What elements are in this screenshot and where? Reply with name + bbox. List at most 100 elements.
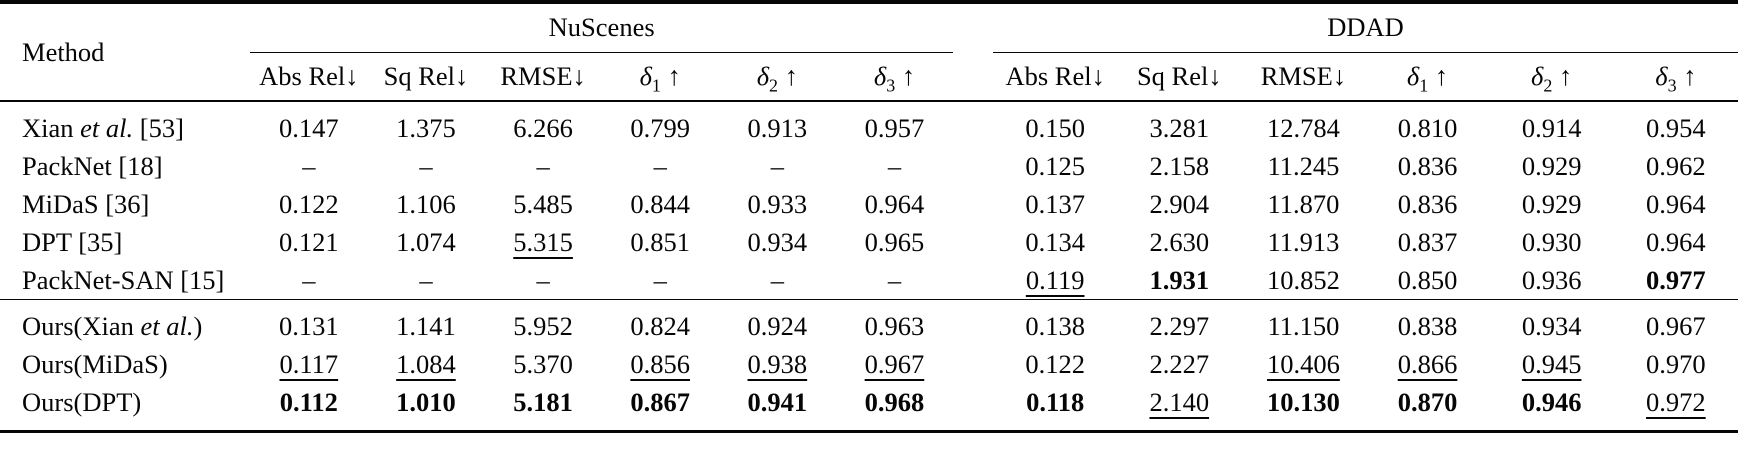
benchmark-results-table: Method NuScenes DDAD Abs Rel↓ Sq Rel↓ RMSE…	[0, 0, 1738, 433]
metric-value: 2.630	[1149, 226, 1210, 257]
metric-value: 0.838	[1397, 310, 1458, 341]
column-header-δ3: δ3 ↑	[1655, 60, 1697, 96]
table-row: PackNet [18] – – – – – – 0.125 2.158 11.245 0.836 0…	[0, 147, 1738, 185]
metric-value: 2.158	[1149, 150, 1210, 181]
column-header-δ2: δ2 ↑	[1531, 60, 1573, 96]
group-gap-cell	[953, 345, 993, 383]
metric-value: 0.977	[1646, 264, 1706, 295]
metric-value: 0.934	[1521, 310, 1582, 341]
metric-value: 2.140	[1149, 386, 1210, 417]
metric-value: 1.375	[396, 112, 456, 143]
metric-header-row: Abs Rel↓ Sq Rel↓ RMSE↓ δ1 ↑ δ2 ↑ δ3 ↑ Abs Rel↓…	[0, 52, 1738, 101]
group-gap-cell	[953, 223, 993, 261]
metric-value: 0.913	[747, 112, 808, 143]
group-gap-cell	[953, 383, 993, 432]
metric-value: 0.967	[864, 348, 925, 379]
group-gap-cell	[953, 101, 993, 147]
metric-value: 0.967	[1646, 310, 1706, 341]
metric-value: 0.147	[279, 112, 339, 143]
baseline-methods-section: Xian et al. [53] 0.147 1.375 6.266 0.799 0.91…	[0, 101, 1738, 300]
metric-value: 0.836	[1397, 150, 1458, 181]
metric-value: 11.245	[1267, 150, 1340, 181]
metric-value: 0.866	[1397, 348, 1458, 379]
metric-value: 0.112	[279, 386, 338, 417]
metric-value: 0.824	[630, 310, 691, 341]
metric-value: 0.810	[1397, 112, 1458, 143]
column-header-δ1: δ1 ↑	[639, 60, 681, 96]
metric-value: 0.138	[1025, 310, 1085, 341]
metric-value: 0.122	[1025, 348, 1085, 379]
group-gap-cell	[953, 261, 993, 300]
metric-value: 0.962	[1646, 150, 1706, 181]
metric-value: 0.941	[747, 386, 808, 417]
metric-value: 6.266	[513, 112, 573, 143]
metric-value: 0.954	[1646, 112, 1706, 143]
metric-value: 0.964	[1646, 188, 1706, 219]
metric-value: 0.945	[1521, 348, 1582, 379]
metric-value: 0.121	[279, 226, 339, 257]
metric-value: 1.074	[396, 226, 456, 257]
metric-value: –	[770, 264, 784, 295]
metric-value: 2.904	[1149, 188, 1210, 219]
metric-value: 2.297	[1149, 310, 1210, 341]
metric-value: 0.930	[1521, 226, 1582, 257]
method-name: DPT [35]	[22, 226, 123, 257]
metric-value: –	[887, 150, 902, 181]
metric-value: 1.010	[396, 386, 456, 417]
group-gap-cell	[953, 147, 993, 185]
table-header: Method NuScenes DDAD Abs Rel↓ Sq Rel↓ RMSE…	[0, 2, 1738, 101]
group-gap-cell	[953, 185, 993, 223]
metric-value: 1.084	[396, 348, 456, 379]
metric-value: 0.844	[630, 188, 691, 219]
column-header-rmse: RMSE↓	[1260, 60, 1347, 91]
metric-value: 0.870	[1397, 386, 1458, 417]
metric-value: –	[887, 264, 902, 295]
metric-value: 0.131	[279, 310, 339, 341]
metric-value: 0.938	[747, 348, 808, 379]
table-row: MiDaS [36] 0.122 1.106 5.485 0.844 0.933 0.964…	[0, 185, 1738, 223]
metric-value: 1.106	[396, 188, 456, 219]
metric-value: 0.914	[1521, 112, 1582, 143]
metric-value: 0.929	[1521, 150, 1582, 181]
metric-value: 5.485	[513, 188, 573, 219]
group-gap-spacer	[953, 2, 993, 101]
table-row: Xian et al. [53] 0.147 1.375 6.266 0.799 0.91…	[0, 101, 1738, 147]
metric-value: 10.852	[1266, 264, 1340, 295]
column-header-abs-rel: Abs Rel↓	[1005, 60, 1105, 91]
metric-value: 0.119	[1025, 264, 1085, 295]
column-header-abs-rel: Abs Rel↓	[259, 60, 359, 91]
column-header-sq-rel: Sq Rel↓	[383, 60, 469, 91]
metric-value: 0.924	[747, 310, 808, 341]
column-header-rmse: RMSE↓	[500, 60, 586, 91]
metric-value: –	[419, 264, 433, 295]
metric-value: 0.837	[1397, 226, 1458, 257]
metric-value: –	[302, 150, 316, 181]
metric-value: 11.870	[1267, 188, 1340, 219]
method-name: Ours(MiDaS)	[22, 348, 168, 379]
metric-value: 0.936	[1521, 264, 1582, 295]
metric-value: 0.836	[1397, 188, 1458, 219]
method-name: PackNet [18]	[22, 150, 163, 181]
column-header-δ2: δ2 ↑	[756, 60, 798, 96]
metric-value: 0.970	[1646, 348, 1706, 379]
metric-value: 0.134	[1025, 226, 1085, 257]
table-row: DPT [35] 0.121 1.074 5.315 0.851 0.934 0.965 0.…	[0, 223, 1738, 261]
metric-value: –	[536, 264, 550, 295]
metric-value: 1.141	[396, 310, 456, 341]
method-name: MiDaS [36]	[22, 188, 150, 219]
method-name: Ours(DPT)	[22, 386, 142, 417]
metric-value: 0.957	[864, 112, 925, 143]
metric-value: 1.931	[1149, 264, 1210, 295]
metric-value: –	[653, 150, 667, 181]
metric-value: 0.125	[1025, 150, 1085, 181]
group-header-ddad: DDAD	[993, 2, 1738, 53]
metric-value: 0.856	[630, 348, 691, 379]
metric-value: 5.181	[513, 386, 573, 417]
metric-value: –	[302, 264, 316, 295]
method-name: Ours(Xian et al.)	[22, 310, 203, 341]
metric-value: 2.227	[1149, 348, 1210, 379]
metric-value: –	[419, 150, 433, 181]
metric-value: 0.117	[279, 348, 339, 379]
metric-value: –	[770, 150, 784, 181]
